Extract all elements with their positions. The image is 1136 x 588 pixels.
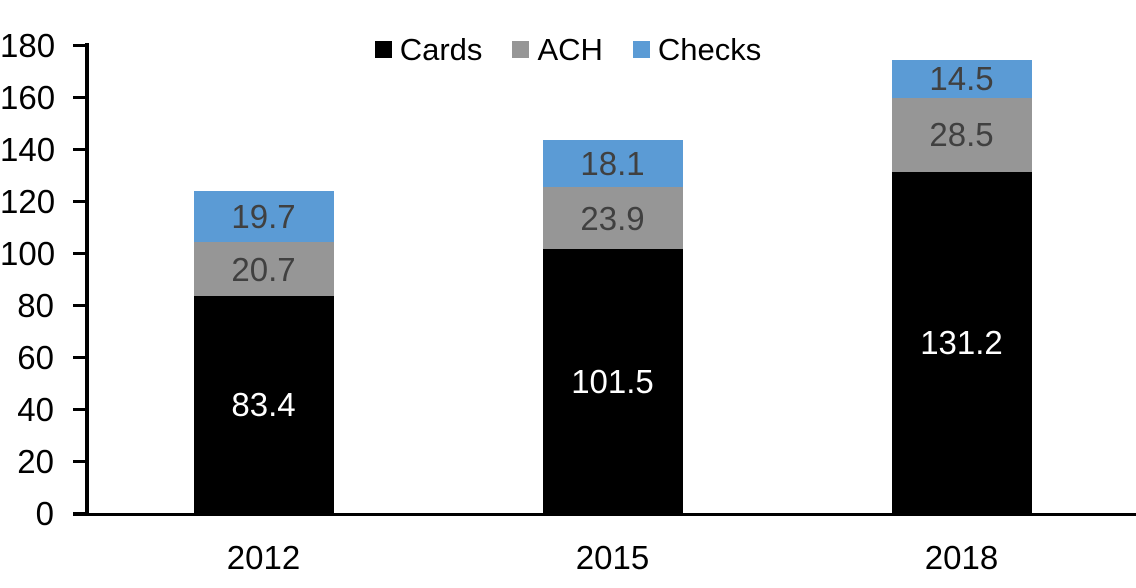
y-axis-tick-label: 80 <box>17 287 54 324</box>
y-axis-tick <box>73 148 85 151</box>
y-axis-tick-label: 100 <box>0 235 56 272</box>
bar-value-label-ach-2018: 28.5 <box>929 116 994 154</box>
bar-value-label-cards-2012: 83.4 <box>231 386 296 424</box>
x-axis-line <box>73 513 1136 516</box>
bar-value-label-cards-2018: 131.2 <box>920 323 1003 361</box>
bar-value-label-checks-2012: 19.7 <box>231 198 296 236</box>
bar-segment-ach-2018: 28.5 <box>891 97 1032 172</box>
y-axis-tick-label: 20 <box>17 443 54 480</box>
y-axis-tick <box>73 200 85 203</box>
legend-marker-cards-icon <box>374 40 392 58</box>
legend-marker-ach-icon <box>512 40 530 58</box>
y-axis-tick <box>73 96 85 99</box>
y-axis-tick-label: 60 <box>17 339 54 376</box>
y-axis-line <box>85 43 89 516</box>
y-axis-tick-label: 180 <box>0 27 56 64</box>
bar-value-label-ach-2012: 20.7 <box>231 250 296 288</box>
x-axis-label-2012: 2012 <box>226 539 301 576</box>
y-axis-tick <box>73 512 85 515</box>
legend-item-cards: Cards <box>374 31 483 67</box>
bar-segment-checks-2015: 18.1 <box>542 139 683 187</box>
chart-legend: Cards ACH Checks <box>0 30 1136 68</box>
bar-segment-cards-2012: 83.4 <box>193 296 334 513</box>
bar-value-label-ach-2015: 23.9 <box>580 199 645 237</box>
bar-segment-checks-2012: 19.7 <box>193 191 334 243</box>
bar-value-label-cards-2015: 101.5 <box>571 362 654 400</box>
bar-segment-ach-2012: 20.7 <box>193 242 334 297</box>
bar-segment-ach-2015: 23.9 <box>542 186 683 250</box>
y-axis-tick-label: 140 <box>0 131 56 168</box>
bar-value-label-checks-2018: 14.5 <box>929 60 994 98</box>
bar-value-label-checks-2015: 18.1 <box>580 144 645 182</box>
y-axis-tick <box>73 460 85 463</box>
legend-marker-checks-icon <box>632 40 650 58</box>
y-axis-tick <box>73 408 85 411</box>
bar-segment-checks-2018: 14.5 <box>891 60 1032 98</box>
legend-item-ach: ACH <box>512 31 603 67</box>
y-axis-tick-label: 40 <box>17 391 54 428</box>
y-axis-tick <box>73 44 85 47</box>
legend-item-checks: Checks <box>632 31 762 67</box>
y-axis-tick <box>73 304 85 307</box>
legend-label-checks: Checks <box>657 31 762 67</box>
legend-label-cards: Cards <box>399 31 483 67</box>
y-axis-tick-label: 160 <box>0 79 56 116</box>
legend-label-ach: ACH <box>537 31 603 67</box>
y-axis-tick-label: 120 <box>0 183 56 220</box>
bar-segment-cards-2018: 131.2 <box>891 171 1032 513</box>
y-axis-tick-label: 0 <box>35 495 54 532</box>
x-axis-label-2018: 2018 <box>924 539 999 576</box>
y-axis-tick <box>73 252 85 255</box>
bar-segment-cards-2015: 101.5 <box>542 249 683 513</box>
y-axis-tick <box>73 356 85 359</box>
x-axis-label-2015: 2015 <box>575 539 650 576</box>
